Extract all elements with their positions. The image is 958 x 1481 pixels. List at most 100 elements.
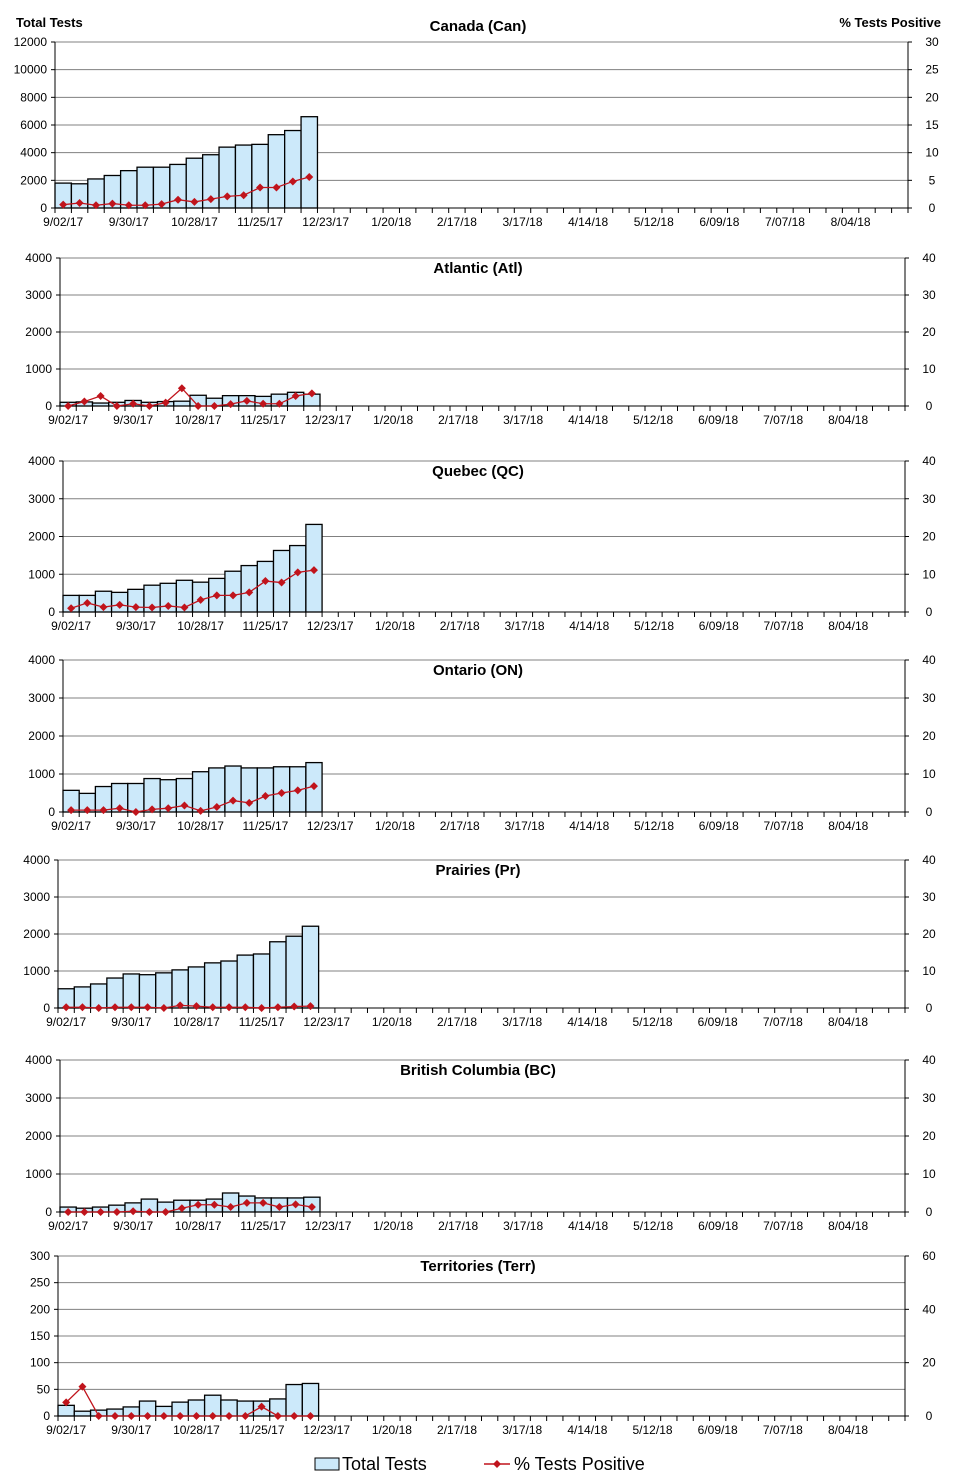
y2-tick-label: 30 bbox=[922, 288, 936, 302]
y-tick-label: 10000 bbox=[14, 63, 48, 77]
bar bbox=[285, 1383, 303, 1417]
bar bbox=[267, 134, 286, 209]
pct-positive-marker bbox=[145, 402, 154, 410]
pct-positive-marker bbox=[306, 1412, 315, 1420]
x-tick-label: 6/09/18 bbox=[698, 1423, 738, 1437]
y2-tick-label: 0 bbox=[926, 805, 933, 819]
pct-positive-marker bbox=[256, 183, 265, 192]
y-tick-label: 1000 bbox=[28, 567, 55, 581]
x-tick-label: 4/14/18 bbox=[567, 1423, 607, 1437]
pct-positive-marker bbox=[309, 782, 318, 791]
panel-2: 0 1000 2000 3000 4000 0 10 20 30 40 9/02/17 9/30/17… bbox=[28, 454, 936, 633]
pct-positive-marker bbox=[223, 192, 232, 201]
x-tick-label: 12/23/17 bbox=[303, 1015, 350, 1029]
y2-tick-label: 30 bbox=[922, 691, 936, 705]
x-tick-label: 4/14/18 bbox=[568, 215, 608, 229]
pct-positive-line bbox=[67, 387, 312, 407]
x-tick-label: 2/17/18 bbox=[437, 1423, 477, 1437]
pct-positive-marker bbox=[159, 1412, 168, 1420]
y2-tick-label: 60 bbox=[922, 1249, 936, 1263]
pct-positive-marker bbox=[148, 805, 157, 814]
pct-positive-marker bbox=[83, 598, 92, 607]
panel-6: 0 50 100 150 200 250 300 0 20 40 60 9/02/17 9/30/17 1… bbox=[30, 1249, 936, 1437]
x-tick-label: 4/14/18 bbox=[567, 1015, 607, 1029]
x-tick-label: 8/04/18 bbox=[828, 619, 868, 633]
x-tick-label: 5/12/18 bbox=[633, 1015, 673, 1029]
pct-positive-marker bbox=[80, 1208, 89, 1216]
x-tick-label: 3/17/18 bbox=[502, 1015, 542, 1029]
pct-positive-marker bbox=[293, 786, 302, 795]
x-tick-label: 9/30/17 bbox=[111, 1423, 151, 1437]
bar bbox=[187, 966, 206, 1009]
pct-positive-marker bbox=[307, 1203, 316, 1212]
pct-positive-marker bbox=[159, 1004, 168, 1012]
pct-positive-marker bbox=[148, 603, 157, 612]
panel-5: 0 1000 2000 3000 4000 0 10 20 30 40 9/02/17 9/30/17… bbox=[25, 1053, 936, 1233]
pct-positive-marker bbox=[127, 1412, 136, 1420]
bar bbox=[220, 960, 238, 1009]
pct-positive-marker bbox=[78, 1382, 87, 1391]
bar bbox=[301, 925, 320, 1009]
pct-positive-marker bbox=[196, 595, 205, 604]
bar bbox=[122, 973, 141, 1009]
pct-positive-line bbox=[65, 1385, 311, 1417]
pct-positive-marker bbox=[99, 603, 108, 612]
y-tick-label: 3000 bbox=[28, 492, 55, 506]
y-tick-label: 2000 bbox=[20, 173, 47, 187]
x-tick-label: 10/28/17 bbox=[173, 1423, 220, 1437]
y2-tick-label: 20 bbox=[922, 325, 936, 339]
y2-tick-label: 0 bbox=[926, 605, 933, 619]
y-tick-label: 0 bbox=[48, 805, 55, 819]
bar bbox=[236, 954, 255, 1009]
x-tick-label: 10/28/17 bbox=[173, 1015, 220, 1029]
pct-positive-marker bbox=[161, 1208, 170, 1216]
y-tick-label: 0 bbox=[45, 1205, 52, 1219]
x-tick-label: 9/30/17 bbox=[109, 215, 149, 229]
pct-positive-marker bbox=[194, 1200, 203, 1209]
pct-positive-marker bbox=[212, 591, 221, 600]
pct-positive-marker bbox=[94, 1004, 103, 1012]
pct-positive-line bbox=[70, 569, 315, 609]
pct-positive-marker bbox=[277, 789, 286, 797]
x-tick-label: 8/04/18 bbox=[828, 819, 868, 833]
x-tick-label: 7/07/18 bbox=[763, 1015, 803, 1029]
x-tick-label: 5/12/18 bbox=[634, 619, 674, 633]
pct-positive-marker bbox=[225, 1412, 234, 1420]
x-tick-label: 7/07/18 bbox=[763, 1423, 803, 1437]
pct-positive-marker bbox=[257, 1402, 266, 1411]
y2-tick-label: 40 bbox=[922, 1053, 936, 1067]
x-tick-label: 10/28/17 bbox=[175, 1219, 222, 1233]
left-axis-title: Total Tests bbox=[16, 15, 83, 30]
bar bbox=[284, 129, 302, 209]
x-tick-label: 10/28/17 bbox=[177, 819, 224, 833]
y-tick-label: 4000 bbox=[20, 146, 47, 160]
pct-positive-marker bbox=[261, 577, 270, 586]
x-tick-label: 4/14/18 bbox=[569, 819, 609, 833]
pct-positive-marker bbox=[64, 1208, 73, 1216]
pct-positive-marker bbox=[157, 200, 166, 209]
y2-tick-label: 0 bbox=[926, 1001, 933, 1015]
pct-positive-marker bbox=[210, 1200, 219, 1209]
pct-positive-marker bbox=[177, 384, 186, 393]
pct-positive-marker bbox=[241, 1412, 250, 1420]
x-tick-label: 10/28/17 bbox=[171, 215, 218, 229]
x-tick-label: 12/23/17 bbox=[303, 1423, 350, 1437]
x-tick-label: 3/17/18 bbox=[504, 619, 544, 633]
x-tick-label: 12/23/17 bbox=[305, 413, 352, 427]
x-tick-label: 9/02/17 bbox=[46, 1423, 86, 1437]
y2-tick-label: 5 bbox=[929, 173, 936, 187]
y-tick-label: 3000 bbox=[25, 1091, 52, 1105]
x-tick-label: 2/17/18 bbox=[440, 819, 480, 833]
bar bbox=[224, 765, 242, 813]
y-tick-label: 2000 bbox=[25, 1129, 52, 1143]
x-tick-label: 9/02/17 bbox=[48, 1219, 88, 1233]
y2-tick-label: 40 bbox=[922, 853, 936, 867]
bar bbox=[300, 116, 319, 209]
y-tick-label: 300 bbox=[30, 1249, 50, 1263]
pct-positive-marker bbox=[92, 201, 101, 210]
pct-positive-marker bbox=[80, 397, 89, 406]
panel-title: Territories (Terr) bbox=[420, 1258, 535, 1275]
pct-positive-marker bbox=[307, 389, 316, 398]
y2-tick-label: 40 bbox=[922, 1302, 936, 1316]
pct-positive-marker bbox=[129, 399, 138, 408]
